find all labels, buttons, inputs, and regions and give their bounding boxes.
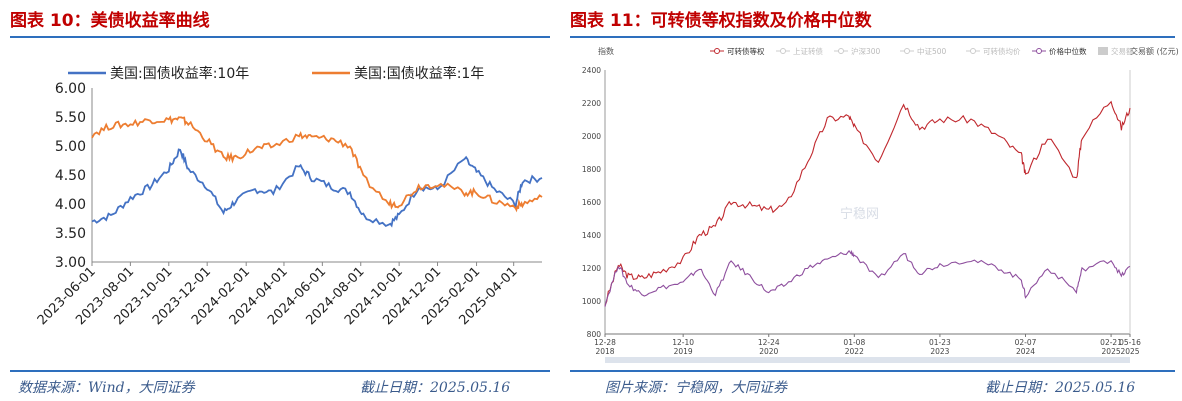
y-tick-label: 800 <box>587 330 602 339</box>
y-tick-label: 1200 <box>582 264 601 273</box>
right-source: 图片来源：宁稳网，大同证券 <box>605 380 787 396</box>
x-tick-year: 2024 <box>1016 347 1035 356</box>
y-tick-label: 1400 <box>582 231 601 240</box>
legend-label: 价格中位数 <box>1049 46 1087 56</box>
x-tick-year: 2023 <box>930 347 949 356</box>
series-line-equal-weight-index <box>604 100 1131 306</box>
x-tick-label: 01-23 <box>929 338 951 347</box>
x-tick-year: 2020 <box>759 347 778 356</box>
x-tick-label: 12-10 <box>672 338 694 347</box>
series-line-10y <box>91 148 543 228</box>
y-axis-label: 指数 <box>598 46 614 56</box>
legend-marker-dot <box>714 48 720 54</box>
legend-marker-dot <box>838 48 844 54</box>
x-tick-year: 2018 <box>595 347 614 356</box>
x-tick-year: 2022 <box>845 347 864 356</box>
us-treasury-yield-chart: 3.003.504.004.505.005.506.002023-06-0120… <box>35 65 543 328</box>
legend-label: 沪深300 <box>851 46 881 56</box>
watermark: 宁稳网 <box>840 206 879 222</box>
y-tick-label: 1600 <box>582 198 601 207</box>
y-tick-label: 3.00 <box>55 255 86 271</box>
left-bottom-rule <box>10 370 550 372</box>
right-chart-title: 图表 11：可转债等权指数及价格中位数 <box>570 11 872 31</box>
x-tick-label: 02-21 <box>1100 338 1122 347</box>
legend-marker-dot <box>970 48 976 54</box>
right-top-rule <box>570 36 1175 38</box>
y-tick-label: 5.00 <box>55 139 86 155</box>
legend-label: 美国:国债收益率:1年 <box>354 65 484 82</box>
y-tick-label: 2200 <box>582 99 601 108</box>
series-line-median-price <box>604 249 1131 307</box>
x-tick-label: 12-24 <box>758 338 780 347</box>
left-top-rule <box>10 36 550 38</box>
convertible-bond-index-chart: 指数 交易额 (亿元) 可转债等权 上证转债 沪深300 中证500 可转债均价 价格中位数 交… <box>582 46 1179 363</box>
legend-label: 中证500 <box>917 46 947 56</box>
legend-label: 可转债等权 <box>727 46 765 56</box>
x-tick-label: 02-07 <box>1015 338 1037 347</box>
y-tick-label: 6.00 <box>55 81 86 97</box>
y2-axis-label: 交易额 (亿元) <box>1130 46 1179 56</box>
legend-marker-dot <box>780 48 786 54</box>
legend-label: 可转债均价 <box>983 46 1021 56</box>
legend-label: 美国:国债收益率:10年 <box>110 65 249 82</box>
y-tick-label: 3.50 <box>55 226 86 242</box>
y-tick-label: 4.00 <box>55 197 86 213</box>
series-line-1y <box>91 115 543 213</box>
right-bottom-rule <box>570 370 1175 372</box>
x-tick-label: 05-16 <box>1119 338 1141 347</box>
left-chart-title: 图表 10：美债收益率曲线 <box>10 11 210 31</box>
right-date: 截止日期：2025.05.16 <box>985 380 1136 396</box>
left-date: 截止日期：2025.05.16 <box>360 380 511 396</box>
legend-label: 上证转债 <box>793 46 823 56</box>
range-slider <box>605 357 1130 363</box>
y-tick-label: 2000 <box>582 132 601 141</box>
x-tick-year: 2025 <box>1102 347 1121 356</box>
legend-marker-dot <box>1036 48 1042 54</box>
y-tick-label: 4.50 <box>55 168 86 184</box>
x-tick-year: 2019 <box>674 347 693 356</box>
y-tick-label: 2400 <box>582 66 601 75</box>
left-source: 数据来源：Wind，大同证券 <box>18 380 195 396</box>
legend-box <box>1098 47 1108 55</box>
y-tick-label: 5.50 <box>55 110 86 126</box>
x-tick-label: 01-08 <box>843 338 865 347</box>
y-tick-label: 1000 <box>582 297 601 306</box>
legend-marker-dot <box>904 48 910 54</box>
x-tick-label: 12-28 <box>594 338 616 347</box>
x-tick-year: 2025 <box>1120 347 1139 356</box>
legend-label: 交易额 <box>1111 46 1134 56</box>
y-tick-label: 1800 <box>582 165 601 174</box>
